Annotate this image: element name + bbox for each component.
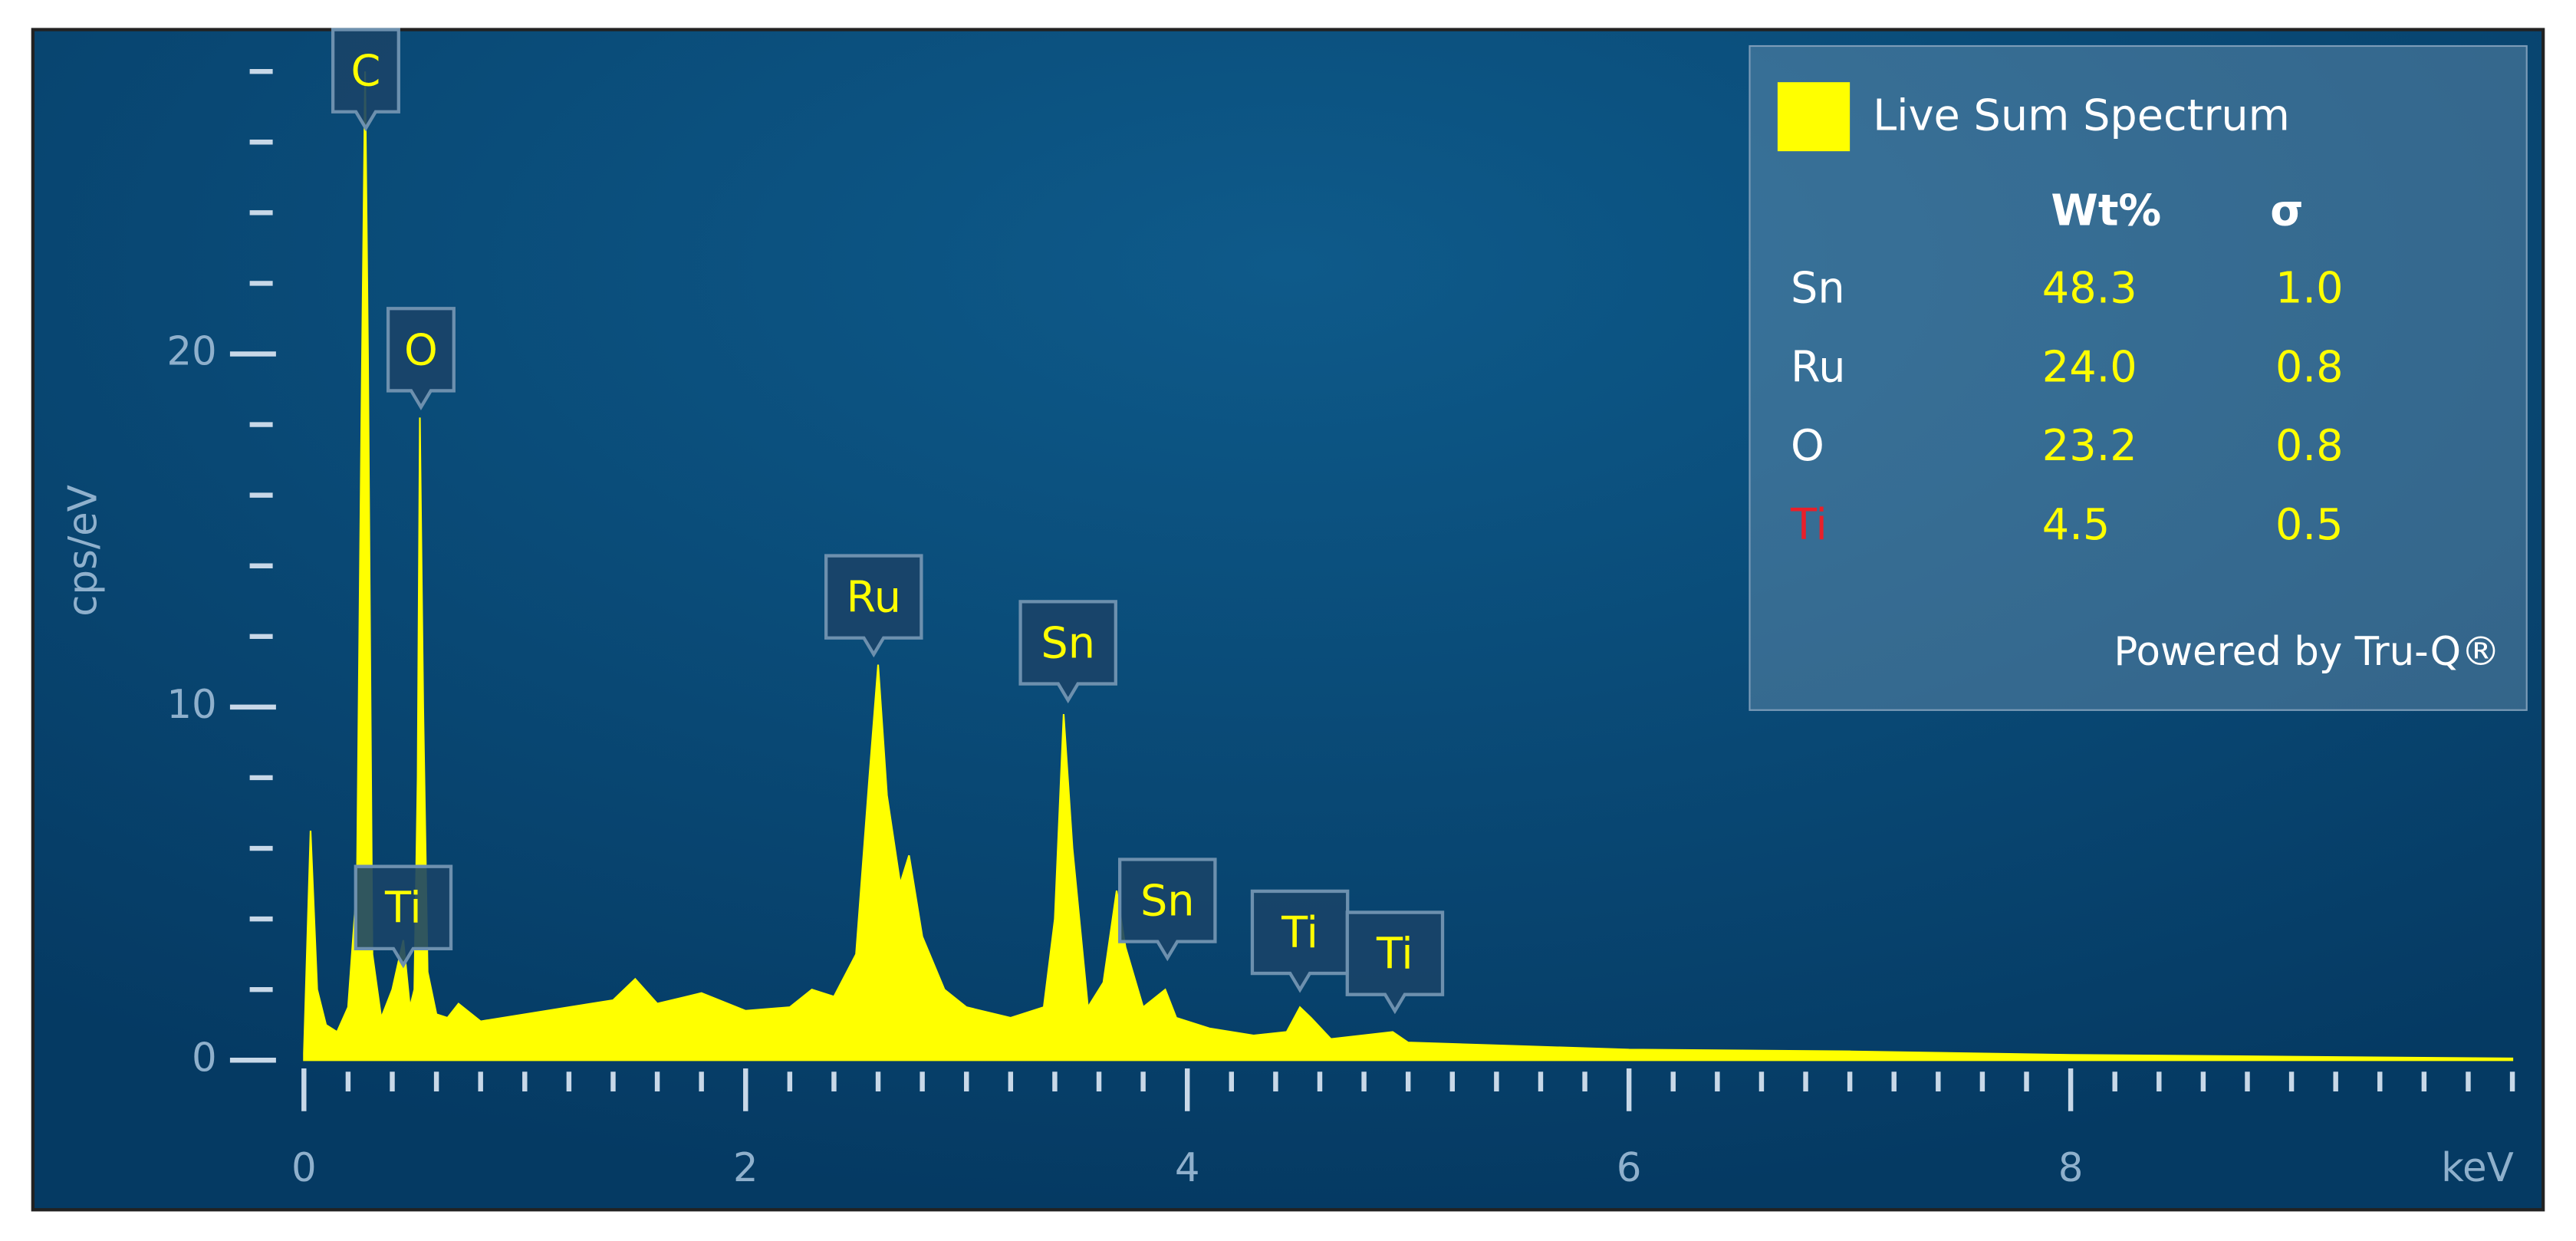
sigma: 1.0 — [2275, 263, 2344, 313]
peak-label: Ti — [384, 884, 422, 933]
wt-percent: 23.2 — [2042, 421, 2137, 471]
element-name: O — [1791, 421, 1824, 471]
x-tick-label: 2 — [733, 1145, 758, 1191]
element-name: Sn — [1791, 263, 1845, 313]
wt-percent: 4.5 — [2042, 500, 2110, 550]
table-header: σ — [2270, 186, 2303, 236]
peak-label-box — [1345, 910, 1445, 1015]
legend-box — [1749, 44, 2528, 711]
element-name: Ru — [1791, 342, 1845, 392]
footer: Powered by Tru-Q® — [2114, 629, 2500, 675]
x-tick-label: 6 — [1617, 1145, 1642, 1191]
wt-percent: 24.0 — [2042, 342, 2137, 392]
peak-label-box — [354, 864, 453, 969]
x-tick-label: 4 — [1175, 1145, 1200, 1191]
sigma: 0.5 — [2275, 500, 2344, 550]
peak-label: Sn — [1140, 876, 1195, 926]
peak-label-box — [331, 28, 400, 132]
peak-label: O — [404, 325, 438, 375]
peak-label: Sn — [1041, 618, 1095, 668]
sigma: 0.8 — [2275, 342, 2344, 392]
peak-label-box — [1018, 600, 1117, 704]
y-tick-label: 10 — [166, 682, 216, 728]
y-tick-label: 20 — [166, 328, 216, 374]
peak-label-box — [1118, 858, 1217, 962]
wt-percent: 48.3 — [2042, 263, 2137, 313]
y-tick-label: 0 — [192, 1035, 217, 1081]
peak-label: Ti — [1376, 930, 1413, 979]
legend-swatch — [1777, 82, 1851, 152]
sigma: 0.8 — [2275, 421, 2344, 471]
y-axis-label: cps/eV — [60, 485, 106, 617]
legend-label: Live Sum Spectrum — [1873, 91, 2290, 140]
spectrum-area — [303, 71, 2514, 1062]
peak-label: Ti — [1281, 908, 1318, 958]
table-header: Wt% — [2051, 186, 2161, 236]
peak-label-box — [1250, 889, 1350, 993]
peak-label-box — [824, 554, 923, 658]
peak-label: Ru — [847, 573, 901, 623]
x-axis-label: keV — [2441, 1145, 2514, 1191]
x-tick-label: 0 — [291, 1145, 317, 1191]
x-tick-label: 8 — [2058, 1145, 2084, 1191]
peak-label-box — [386, 307, 456, 411]
peak-label: C — [351, 47, 381, 97]
element-name: Ti — [1790, 500, 1828, 550]
